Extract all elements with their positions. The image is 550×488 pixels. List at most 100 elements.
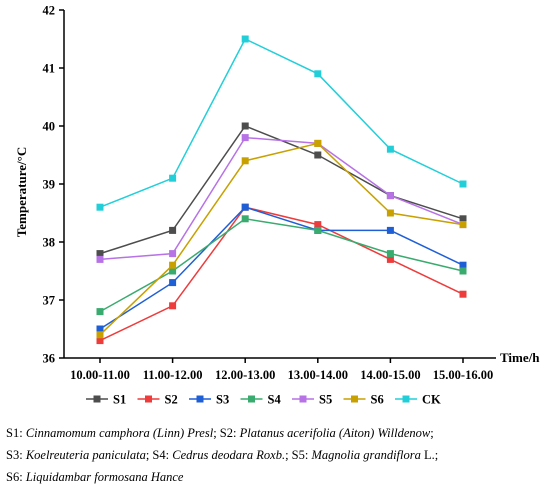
data-point [314,226,322,234]
y-tick-label: 40 [43,120,56,134]
y-tick-label: 36 [43,352,56,366]
x-tick-label: 14.00-15.00 [360,368,420,382]
data-point [241,157,249,165]
data-point [96,337,104,345]
caption-text: S1: [6,426,26,440]
data-point [459,267,467,275]
legend-swatch-marker [93,395,101,403]
data-point [96,331,104,339]
legend-swatch-marker [196,395,204,403]
data-point [314,221,322,229]
data-point [169,302,177,310]
legend-label: S5 [319,393,332,407]
data-point [96,308,104,316]
series-line [99,125,464,255]
data-point [169,174,177,182]
legend-label: CK [422,393,441,407]
data-point [459,261,467,269]
x-tick-label: 10.00-11.00 [70,368,130,382]
caption-text: S6: [6,470,26,484]
series-line [99,218,464,313]
data-point [169,226,177,234]
legend-swatch-marker [145,395,152,403]
data-point [241,134,249,142]
data-point [169,279,177,287]
series-s3 [96,203,467,333]
legend-swatch-marker [248,395,255,403]
data-point [314,70,322,78]
legend-label: S3 [216,393,229,407]
caption-line: S1: Cinnamomum camphora (Linn) Presl; S2… [6,422,546,444]
series-line [99,142,464,336]
series-s6 [96,139,467,339]
series-s4 [96,215,467,316]
data-point [386,192,394,200]
data-point [459,180,467,188]
x-tick-label: 13.00-14.00 [288,368,348,382]
data-point [169,267,177,275]
legend-swatch-marker [351,395,358,403]
data-point [169,250,177,258]
caption-text: ; S4: [145,448,173,462]
legend-item-s3: S3 [189,393,229,407]
species-name: Liquidambar formosana Hance [25,470,184,484]
figure-caption: S1: Cinnamomum camphora (Linn) Presl; S2… [6,422,546,488]
data-point [169,261,177,269]
legend-swatch-marker [402,395,410,403]
y-tick-label: 42 [43,4,56,18]
caption-line: S3: Koelreuteria paniculata; S4: Cedrus … [6,444,546,466]
species-name: Koelreuteria paniculata [25,448,146,462]
line-chart: 36 37 38 39 40 41 42 10.00-11.00 11.00-12.00 12.0… [14,4,540,407]
data-point [96,325,104,333]
legend-item-s6: S6 [343,393,384,407]
data-point [459,290,467,298]
data-point [96,203,104,211]
species-name: Cinnamomum camphora (Linn) Presl [25,426,214,440]
legend-item-s1: S1 [86,393,126,407]
legend-label: S4 [268,393,282,407]
series-line [99,206,464,330]
series-s1 [96,122,467,258]
data-point [386,209,394,217]
data-point [241,215,249,223]
species-name: Platanus acerifolia (Aiton) Willdenow [239,426,431,440]
x-tick-label: 15.00-16.00 [433,368,493,382]
data-point [386,250,394,258]
series-line [99,206,464,342]
data-point [241,35,249,43]
y-tick-label: 41 [43,62,56,76]
data-point [241,122,249,130]
legend-label: S2 [165,393,178,407]
series-line [99,38,464,208]
series-s5 [96,134,467,263]
legend-item-s2: S2 [137,393,178,407]
data-point [241,203,249,211]
x-tick-label: 11.00-12.00 [143,368,203,382]
series-line [99,136,464,261]
y-tick-label: 39 [43,178,56,192]
data-point [459,215,467,223]
series-ck [96,35,467,211]
x-tick-label: 12.00-13.00 [215,368,275,382]
data-point [314,151,322,159]
data-point [96,250,104,258]
caption-line: S6: Liquidambar formosana Hance [6,466,546,488]
data-point [314,139,322,147]
legend-label: S1 [113,393,126,407]
data-point [96,255,104,263]
axes: 36 37 38 39 40 41 42 10.00-11.00 11.00-12.00 12.0… [14,4,540,383]
legend-item-ck: CK [395,393,441,407]
y-tick-label: 38 [43,236,56,250]
data-point [386,145,394,153]
legend-item-s4: S4 [240,393,282,407]
species-name: Magnolia grandiflora [311,448,421,462]
y-tick-label: 37 [43,294,56,308]
species-name: Cedrus deodara Roxb. [172,448,286,462]
data-point [386,255,394,263]
legend: S1 S2 S3 S4 S5 S6 CK [86,393,441,407]
caption-text: ; [430,426,434,440]
series-layer [96,35,467,345]
caption-text: L.; [420,448,439,462]
caption-text: S3: [6,448,26,462]
data-point [386,226,394,234]
